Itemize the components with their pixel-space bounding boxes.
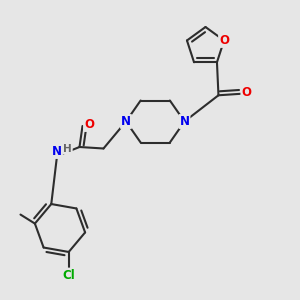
Text: N: N: [52, 145, 62, 158]
Text: N: N: [179, 115, 190, 128]
Text: H: H: [63, 143, 72, 154]
Text: N: N: [121, 115, 131, 128]
Text: O: O: [84, 118, 94, 131]
Text: O: O: [242, 86, 251, 99]
Text: Cl: Cl: [62, 268, 75, 282]
Text: O: O: [219, 34, 229, 47]
